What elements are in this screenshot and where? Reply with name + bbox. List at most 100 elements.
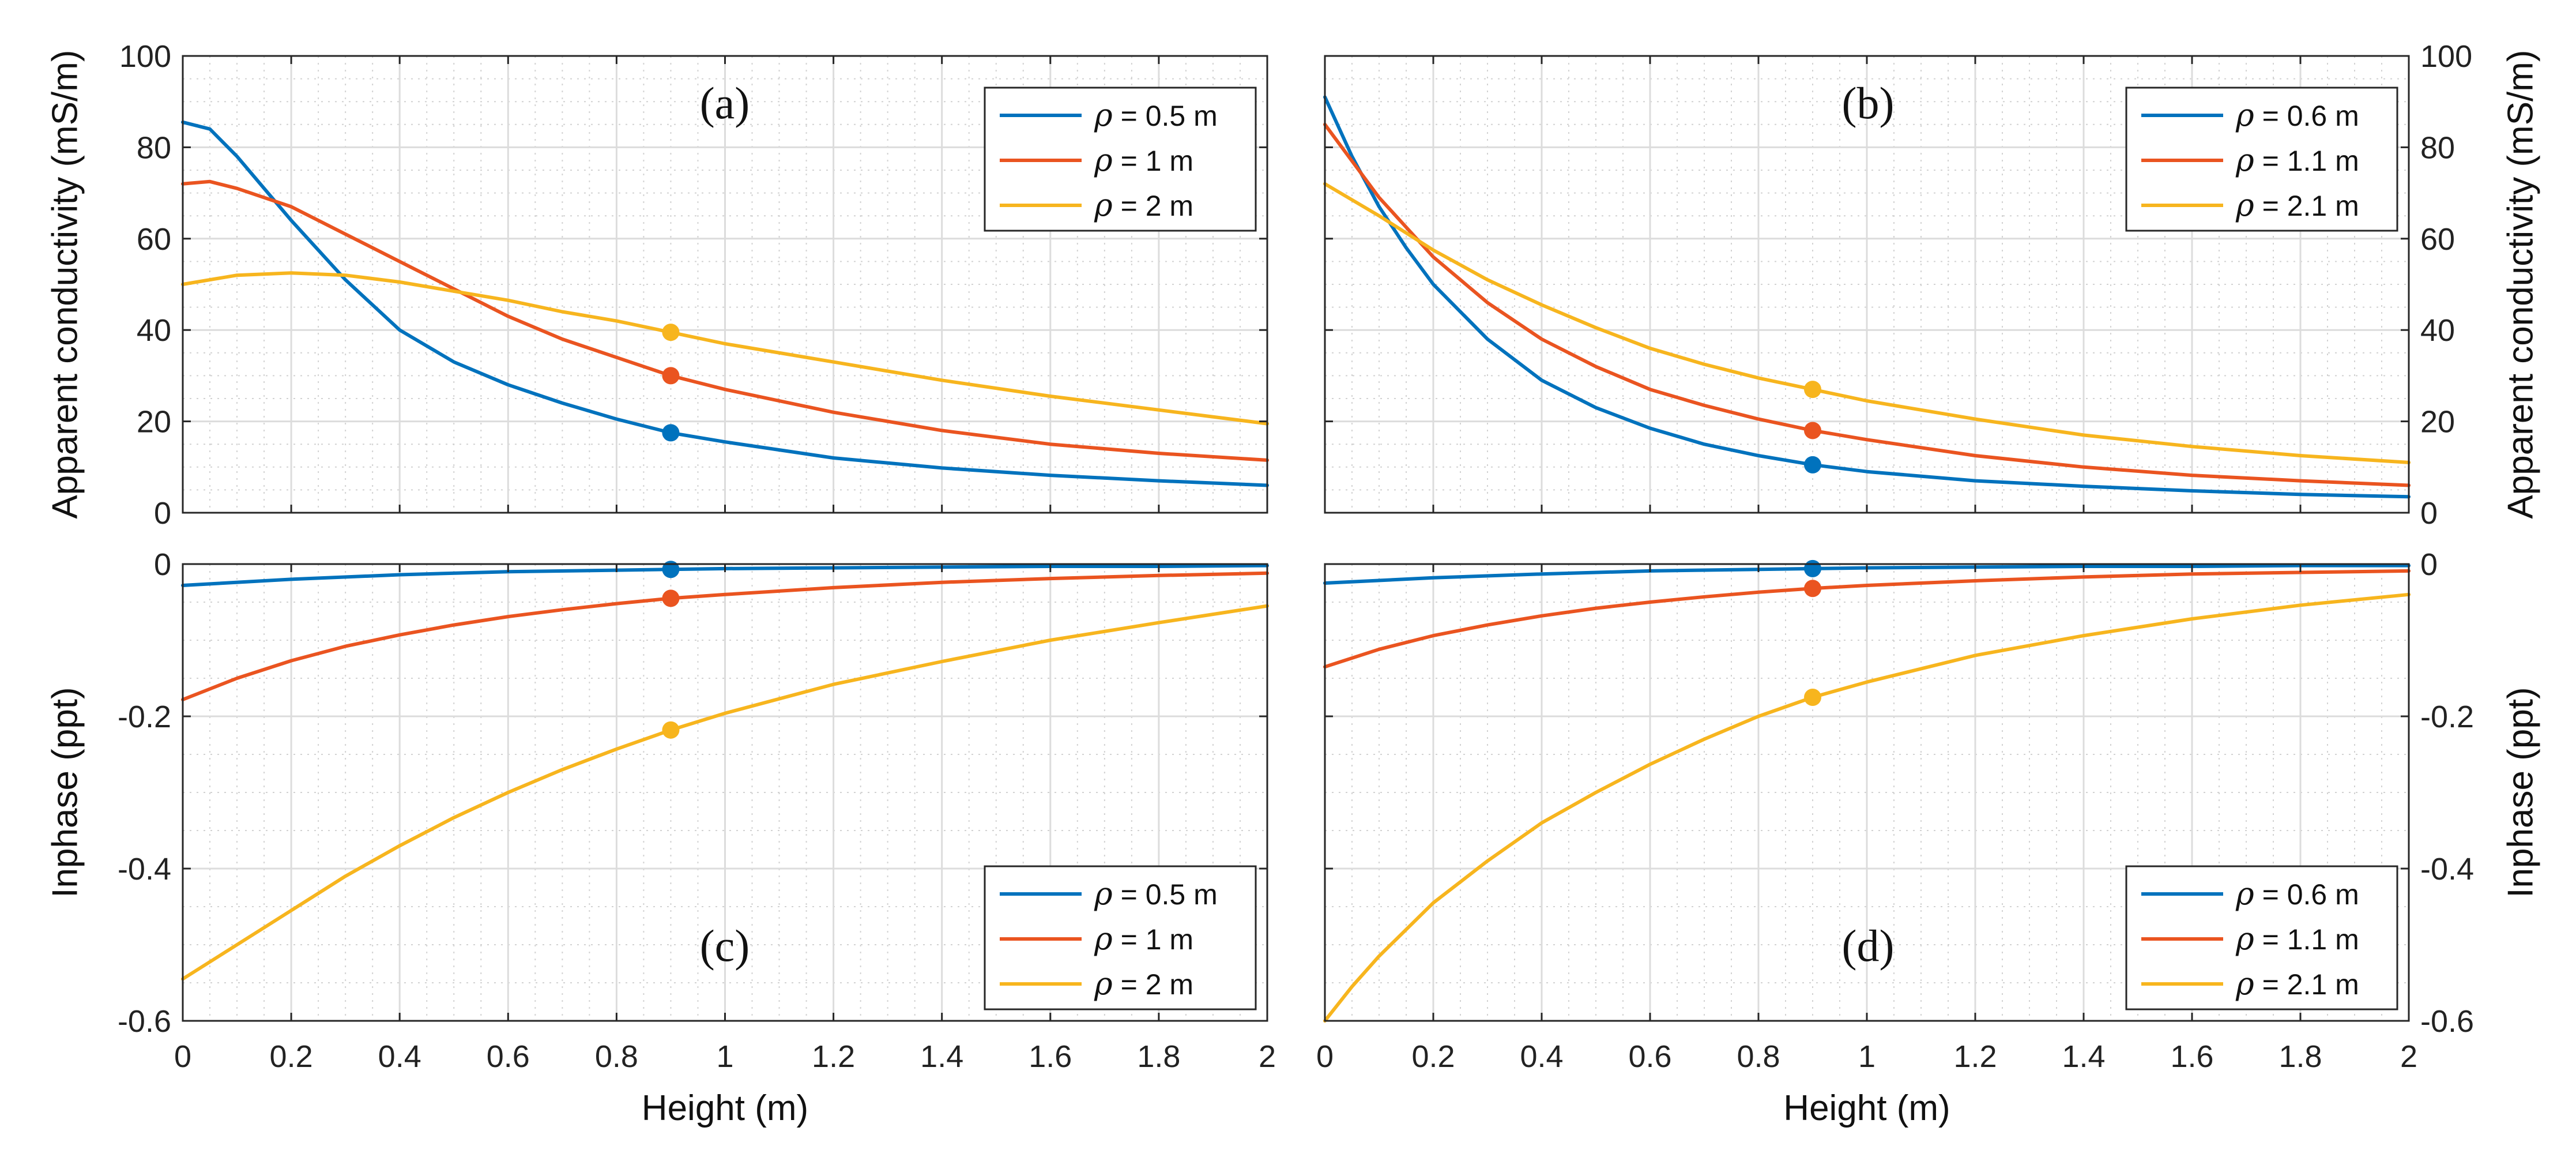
legend: ρ = 0.6 m ρ = 1.1 m ρ = 2.1 m <box>2125 865 2398 1010</box>
panel-c-inphase-left: -0.6 -0.4 -0.2 0 0 0.2 0.4 0.6 0.8 1 1.2 1.4 1.6 1.8 2… <box>45 547 1276 1128</box>
panel-tag: (a) <box>700 78 750 128</box>
minor-grid <box>183 564 1267 1021</box>
y-tick-label: -0.2 <box>118 700 171 734</box>
series-marker-2 <box>662 367 680 385</box>
y-tick-label: 100 <box>119 39 171 74</box>
y-tick-label: 0 <box>2420 496 2438 531</box>
x-tick-label: 1 <box>716 1039 733 1074</box>
y-axis-label: Inphase (ppt) <box>2500 687 2540 897</box>
series-marker-2 <box>662 589 680 607</box>
series-marker-3 <box>662 324 680 341</box>
series-marker-1 <box>1804 559 1821 577</box>
panel-tag: (b) <box>1842 78 1895 128</box>
x-tick-label: 0.8 <box>1737 1039 1780 1074</box>
panel-a-conductivity-left: 0 20 40 60 80 100 Apparent conductivity (mS/m)… <box>45 39 1269 531</box>
series-line-1 <box>1323 95 2411 499</box>
y-axis-label: Apparent conductivity (mS/m) <box>45 50 85 518</box>
legend: ρ = 0.5 m ρ = 1 m ρ = 2 m <box>984 87 1257 232</box>
y-tick-label: 60 <box>2420 222 2455 257</box>
y-axis-label: Inphase (ppt) <box>45 687 85 897</box>
y-tick-label: 100 <box>2420 39 2472 74</box>
minor-grid <box>1325 56 2409 513</box>
x-tick-label: 0.8 <box>595 1039 638 1074</box>
panel-tag: (c) <box>700 920 750 971</box>
y-tick-label: 80 <box>2420 130 2455 165</box>
y-tick-label: 0 <box>154 496 171 531</box>
y-tick-label: 40 <box>2420 313 2455 348</box>
y-tick-label: -0.2 <box>2420 700 2474 734</box>
legend-label-3: ρ = 2.1 m <box>2235 965 2359 1002</box>
x-tick-label: 2 <box>2400 1039 2417 1074</box>
series-line-3 <box>1323 592 2411 1023</box>
legend-label-1: ρ = 0.5 m <box>1094 876 1218 912</box>
legend-label-2: ρ = 1 m <box>1094 142 1193 178</box>
y-tick-label: -0.6 <box>118 1004 171 1039</box>
series-line-1 <box>181 563 1269 587</box>
x-tick-label: 0.4 <box>378 1039 421 1074</box>
series-line-2 <box>181 571 1269 701</box>
legend-label-2: ρ = 1.1 m <box>2235 920 2359 957</box>
series-line-1 <box>1323 563 2411 585</box>
x-tick-label: 1.4 <box>920 1039 963 1074</box>
x-tick-label: 1 <box>1858 1039 1875 1074</box>
legend: ρ = 0.5 m ρ = 1 m ρ = 2 m <box>984 865 1257 1010</box>
y-tick-label: 20 <box>2420 405 2455 439</box>
y-tick-label: 0 <box>2420 547 2438 582</box>
panel-d-inphase-right: -0.6 -0.4 -0.2 0 0 0.2 0.4 0.6 0.8 1 1.2 1.4 1.6 1.8 2… <box>1316 547 2540 1128</box>
x-tick-label: 1.2 <box>812 1039 855 1074</box>
legend-label-1: ρ = 0.6 m <box>2235 876 2359 912</box>
y-tick-label: 20 <box>137 405 171 439</box>
legend-label-2: ρ = 1 m <box>1094 920 1193 957</box>
legend-label-3: ρ = 2.1 m <box>2235 187 2359 223</box>
series-line-3 <box>181 604 1269 981</box>
series-marker-3 <box>662 721 680 739</box>
series-marker-3 <box>1804 381 1821 399</box>
legend-label-2: ρ = 1.1 m <box>2235 142 2359 178</box>
series-marker-1 <box>662 561 680 578</box>
y-tick-label: 0 <box>154 547 171 582</box>
legend-label-1: ρ = 0.6 m <box>2235 97 2359 133</box>
x-tick-label: 1.8 <box>1137 1039 1180 1074</box>
legend-label-1: ρ = 0.5 m <box>1094 97 1218 133</box>
minor-grid <box>1325 564 2409 1021</box>
panel-b-conductivity-right: 0 20 40 60 80 100 Apparent conductivity (mS/m)… <box>1323 39 2540 531</box>
y-tick-label: 40 <box>137 313 171 348</box>
series-marker-1 <box>1804 456 1821 474</box>
x-tick-label: 0 <box>174 1039 191 1074</box>
x-tick-label: 0.2 <box>270 1039 313 1074</box>
x-tick-label: 0 <box>1316 1039 1334 1074</box>
legend: ρ = 0.6 m ρ = 1.1 m ρ = 2.1 m <box>2125 87 2398 232</box>
x-axis-label: Height (m) <box>642 1088 808 1128</box>
y-tick-label: 80 <box>137 130 171 165</box>
x-tick-label: 1.4 <box>2062 1039 2105 1074</box>
x-tick-label: 1.6 <box>2170 1039 2213 1074</box>
series-marker-3 <box>1804 689 1821 706</box>
series-marker-2 <box>1804 422 1821 439</box>
x-axis-label: Height (m) <box>1783 1088 1950 1128</box>
x-tick-label: 0.6 <box>487 1039 530 1074</box>
series-line-3 <box>1323 182 2411 464</box>
panel-tag: (d) <box>1842 920 1895 971</box>
series-line-2 <box>1323 569 2411 669</box>
legend-label-3: ρ = 2 m <box>1094 187 1193 223</box>
x-tick-label: 0.2 <box>1411 1039 1455 1074</box>
y-tick-label: 60 <box>137 222 171 257</box>
x-tick-label: 1.6 <box>1029 1039 1072 1074</box>
series-line-2 <box>181 179 1269 462</box>
y-tick-label: -0.4 <box>118 852 171 886</box>
x-tick-label: 0.4 <box>1520 1039 1563 1074</box>
series-line-1 <box>181 120 1269 487</box>
series-line-3 <box>181 271 1269 426</box>
x-tick-label: 1.8 <box>2279 1039 2322 1074</box>
series-marker-1 <box>662 424 680 442</box>
x-tick-label: 2 <box>1259 1039 1276 1074</box>
x-tick-label: 1.2 <box>1953 1039 1997 1074</box>
legend-label-3: ρ = 2 m <box>1094 965 1193 1002</box>
y-tick-label: -0.6 <box>2420 1004 2474 1039</box>
series-marker-2 <box>1804 580 1821 598</box>
x-tick-label: 0.6 <box>1628 1039 1671 1074</box>
series-line-2 <box>1323 122 2411 487</box>
y-axis-label: Apparent conductivity (mS/m) <box>2500 50 2540 518</box>
y-tick-label: -0.4 <box>2420 852 2474 886</box>
